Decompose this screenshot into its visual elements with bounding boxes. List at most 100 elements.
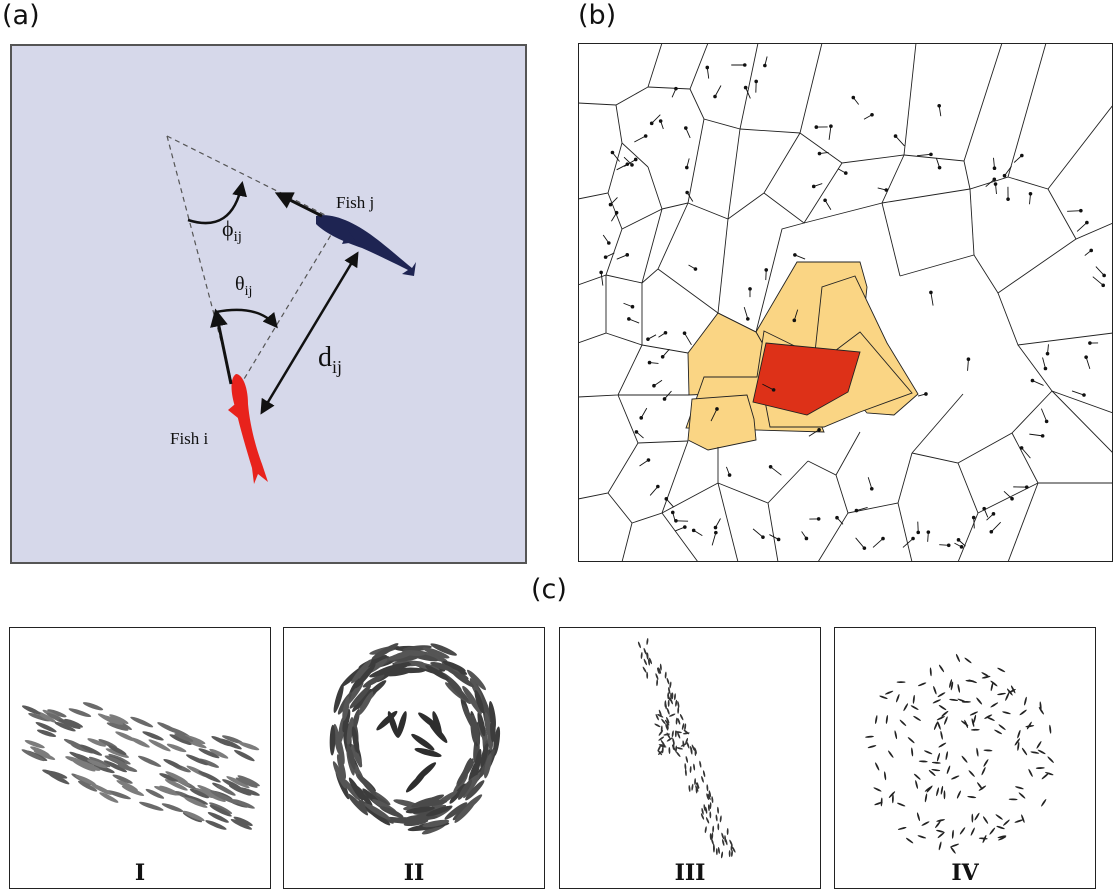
agent-dot [742,63,747,67]
fish-mark [690,745,693,753]
fish-mark [978,785,987,791]
fish-mark [352,688,372,712]
fish-mark [965,679,975,682]
fish-mark [444,802,468,820]
agent-heading [824,200,832,210]
agent-heading [794,254,806,260]
fish-mark [1041,799,1047,807]
fish-mark [1049,724,1052,734]
agent-heading [990,521,1002,533]
fish-mark [664,671,667,679]
agent-dot [924,392,928,396]
fish-mark [671,730,674,738]
fish-mark [694,778,696,786]
agent-dot [1044,419,1049,424]
fish-mark [466,669,486,691]
fish-mark [1038,706,1044,715]
fish-mark [24,740,45,749]
fish-mark [351,659,372,684]
fish-mark [949,698,959,702]
fish-mark [354,663,376,689]
fish-mark [711,838,714,845]
fish-mark [209,802,233,814]
agent-dot [660,354,665,359]
fish-mark [917,835,927,839]
fish-mark [897,826,907,830]
fish-mark [668,713,676,717]
agent-dot [816,517,821,521]
fish-mark [422,819,450,828]
agent-dot [763,63,767,68]
interaction-geometry-diagram: Fish j Fish i ϕij θij dij [10,44,527,564]
fish-mark [186,754,209,766]
fish-mark [888,750,894,758]
fish-mark [711,796,714,804]
fish-mark [658,730,664,736]
fish-mark [490,711,496,743]
agent-dot [607,241,611,245]
fish-mark [102,715,124,725]
agent-dot [658,119,663,123]
fish-mark [973,714,977,724]
fish-mark [981,767,986,776]
agent-heading [649,486,659,496]
fish-mark [88,756,111,768]
fish-mark [689,765,692,773]
fish-mark [658,667,662,674]
fish-mark [981,675,991,679]
fish-mark [950,681,954,691]
agent-dot [748,287,752,291]
fish-mark [184,797,208,808]
schooling-panel-iii: III [559,627,821,889]
fish-mark [667,694,671,702]
agent-heading [634,135,646,143]
fish-mark [684,763,687,771]
agent-heading [745,87,751,99]
fish-mark [675,699,678,707]
fish-mark [661,718,666,725]
fish-mark [676,747,684,750]
fish-mark [454,800,476,823]
fish-mark [950,843,960,848]
fish-mark [695,786,698,794]
fish-mark [955,653,961,663]
fish-mark [349,684,371,709]
fish-mark [116,780,138,791]
fish-mark [943,790,946,800]
fish-mark [106,790,131,800]
fish-mark [47,772,70,785]
fish-mark [33,750,56,760]
fish-mark [731,846,736,853]
fish-mark [935,820,941,829]
fish-mark [388,651,414,661]
fish-mark [669,697,673,705]
fish-mark [1018,792,1026,799]
fish-mark [921,821,930,826]
fish-mark [720,851,724,859]
fish-mark [701,776,704,783]
fish-mark [933,721,938,730]
fish-mark [728,850,731,858]
fish-mark [480,743,489,768]
fish-mark [924,786,933,792]
fish-mark [109,714,129,724]
fish-mark [473,748,482,780]
fish-i-icon [228,374,268,484]
schooling-panel-iv: IV [834,627,1096,889]
agent-dot [956,538,961,542]
fish-mark [899,719,907,727]
agent-heading [973,517,975,529]
fish-i-label: Fish i [170,429,209,448]
fish-mark [37,729,57,737]
fish-mark [959,827,966,835]
fish-mark [666,716,670,724]
panel-label-roman-ii: II [403,860,425,886]
agent-dot [829,124,833,129]
fish-j-icon [316,215,416,276]
fish-mark [912,694,915,704]
agent-heading [808,429,820,437]
agent-heading [640,407,648,419]
agent-dot [1079,208,1083,213]
fish-mark [957,683,961,693]
agent-dot [1043,366,1048,371]
